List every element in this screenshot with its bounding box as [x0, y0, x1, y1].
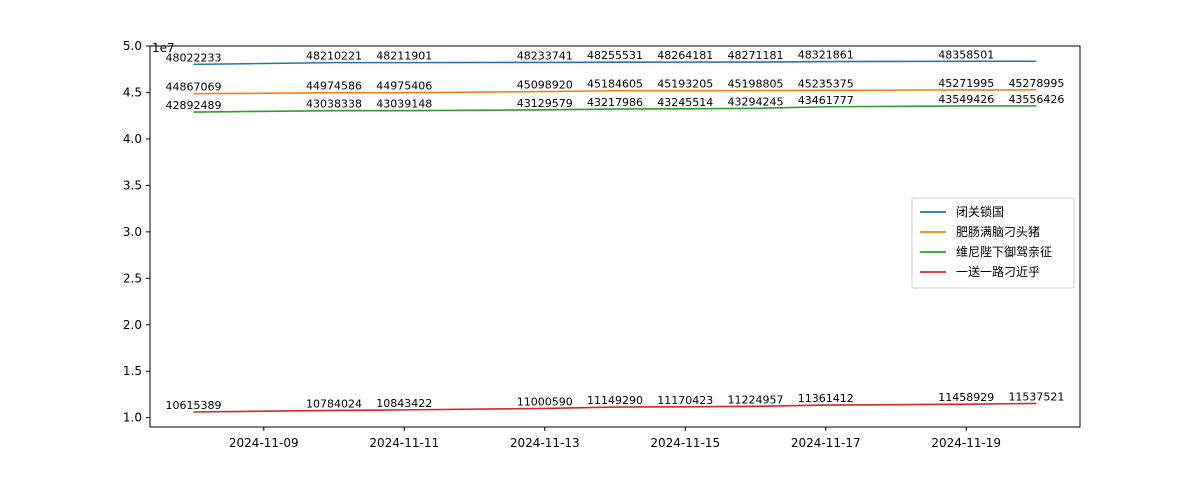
y-tick-label: 3.5	[123, 178, 142, 192]
data-label: 45271995	[938, 77, 994, 90]
data-label: 44974586	[306, 80, 362, 93]
series-lines	[193, 60, 1037, 413]
x-tick-label: 2024-11-11	[369, 436, 439, 450]
data-label: 42892489	[166, 99, 222, 112]
data-label: 48233741	[517, 49, 573, 62]
x-tick-label: 2024-11-17	[791, 436, 861, 450]
series-line-2	[193, 105, 1037, 113]
y-tick-label: 4.5	[123, 85, 142, 99]
legend-label: 肥肠满脑刁头猪	[956, 225, 1040, 239]
data-label: 43217986	[587, 96, 643, 109]
data-label: 11224957	[727, 393, 783, 406]
x-tick-label: 2024-11-15	[650, 436, 720, 450]
plot-frame	[149, 45, 1081, 428]
y-tick-label: 4.0	[123, 132, 142, 146]
plot-area	[149, 45, 1081, 428]
x-tick-label: 2024-11-09	[229, 436, 299, 450]
data-label: 45278995	[1008, 77, 1064, 90]
data-label: 48255531	[587, 49, 643, 62]
data-label: 10843422	[376, 397, 432, 410]
legend-label: 一送一路刁近乎	[956, 264, 1040, 279]
data-label: 48022233	[166, 51, 222, 64]
data-label: 45198805	[727, 78, 783, 91]
data-label: 43461777	[798, 94, 854, 107]
data-label: 43039148	[376, 98, 432, 111]
data-label: 43294245	[727, 95, 783, 108]
legend-label: 闭关锁国	[956, 204, 1004, 219]
y-tick-label: 2.5	[123, 271, 142, 285]
y-tick-label: 3.0	[123, 225, 142, 239]
y-tick-label: 5.0	[123, 39, 142, 53]
y-tick-label: 1.5	[123, 364, 142, 378]
data-label: 45184605	[587, 78, 643, 91]
series-line-1	[193, 89, 1037, 95]
data-label: 44867069	[166, 81, 222, 94]
legend-box	[911, 197, 1075, 289]
data-label: 48358501	[938, 48, 994, 61]
data-label: 11537521	[1008, 390, 1064, 403]
series-line-3	[193, 402, 1037, 413]
axes: 2024-11-09 2024-11-11 2024-11-13 2024-11-15…	[123, 39, 1001, 450]
data-label: 11000590	[517, 395, 573, 408]
y-tick-label: 1.0	[123, 411, 142, 425]
data-label: 11458929	[938, 391, 994, 404]
data-label: 11361412	[798, 392, 854, 405]
data-labels: 48022233 48210221 48211901 48233741 48255531…	[166, 48, 1065, 412]
data-label: 45193205	[657, 78, 713, 91]
x-tick-label: 2024-11-19	[931, 436, 1001, 450]
data-label: 10784024	[306, 397, 362, 410]
x-tick-label: 2024-11-13	[510, 436, 580, 450]
y-offset-label: 1e7	[152, 41, 175, 55]
data-label: 10615389	[166, 399, 222, 412]
data-label: 48211901	[376, 50, 432, 63]
data-label: 45098920	[517, 79, 573, 92]
data-label: 11170423	[657, 394, 713, 407]
data-label: 48264181	[657, 49, 713, 62]
data-label: 43129579	[517, 97, 573, 110]
data-label: 44975406	[376, 80, 432, 93]
data-label: 48210221	[306, 50, 362, 63]
series-line-0	[193, 60, 1037, 66]
legend-label: 维尼陛下御驾亲征	[956, 244, 1052, 259]
data-label: 43549426	[938, 93, 994, 106]
data-label: 43038338	[306, 98, 362, 111]
data-label: 48271181	[727, 49, 783, 62]
data-label: 45235375	[798, 77, 854, 90]
data-label: 11149290	[587, 394, 643, 407]
data-label: 43556426	[1008, 93, 1064, 106]
y-tick-label: 2.0	[123, 318, 142, 332]
data-label: 43245514	[657, 96, 713, 109]
data-label: 48321861	[798, 49, 854, 62]
